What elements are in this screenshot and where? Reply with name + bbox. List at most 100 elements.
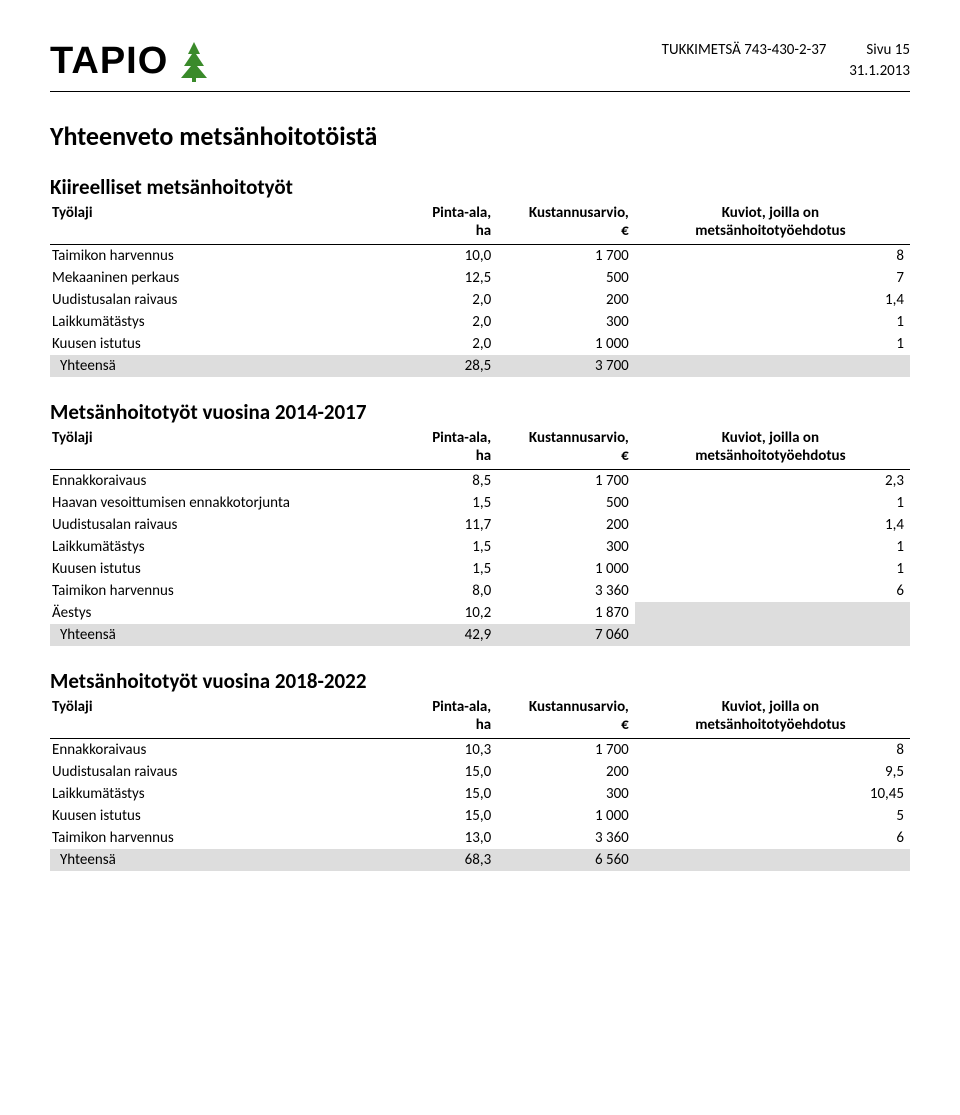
total-label: Yhteensä <box>50 624 394 646</box>
cell-label: Haavan vesoittumisen ennakkotorjunta <box>50 492 394 514</box>
cell-area: 12,5 <box>394 267 497 289</box>
table-row: Uudistusalan raivaus11,72001,4 <box>50 514 910 536</box>
cell-kuviot: 6 <box>635 580 910 602</box>
page: TAPIO TUKKIMETSÄ 743-430-2-37 Sivu 15 31… <box>0 0 960 911</box>
col-tyolaji: Työlaji <box>50 696 394 739</box>
total-cost: 3 700 <box>497 355 635 377</box>
total-kuviot <box>635 849 910 871</box>
cell-kuviot: 5 <box>635 805 910 827</box>
header-rule <box>50 91 910 92</box>
cell-kuviot: 1 <box>635 536 910 558</box>
cell-cost: 500 <box>497 492 635 514</box>
col-pinta: Pinta-ala,ha <box>394 202 497 245</box>
cell-label: Mekaaninen perkaus <box>50 267 394 289</box>
cell-cost: 1 700 <box>497 739 635 762</box>
cell-kuviot: 1 <box>635 492 910 514</box>
cell-cost: 200 <box>497 514 635 536</box>
cell-cost: 1 000 <box>497 805 635 827</box>
header-meta: TUKKIMETSÄ 743-430-2-37 Sivu 15 31.1.201… <box>662 40 910 82</box>
sections-container: Kiireelliset metsänhoitotyötTyölajiPinta… <box>50 174 910 871</box>
cell-label: Taimikon harvennus <box>50 827 394 849</box>
total-kuviot <box>635 624 910 646</box>
cell-kuviot: 1 <box>635 333 910 355</box>
doc-reference: TUKKIMETSÄ 743-430-2-37 <box>662 40 827 61</box>
page-header: TAPIO TUKKIMETSÄ 743-430-2-37 Sivu 15 31… <box>50 40 910 83</box>
col-kustannus: Kustannusarvio,€ <box>497 202 635 245</box>
cell-cost: 500 <box>497 267 635 289</box>
cell-kuviot: 1,4 <box>635 514 910 536</box>
cell-cost: 1 700 <box>497 245 635 268</box>
page-number: Sivu 15 <box>866 40 910 61</box>
cell-label: Laikkumätästys <box>50 311 394 333</box>
cell-area: 1,5 <box>394 492 497 514</box>
cell-kuviot: 8 <box>635 739 910 762</box>
cell-area: 10,0 <box>394 245 497 268</box>
cell-cost: 300 <box>497 783 635 805</box>
cell-area: 11,7 <box>394 514 497 536</box>
table-row: Kuusen istutus15,01 0005 <box>50 805 910 827</box>
total-label: Yhteensä <box>50 849 394 871</box>
cell-cost: 300 <box>497 536 635 558</box>
cell-area: 2,0 <box>394 289 497 311</box>
cell-label: Uudistusalan raivaus <box>50 514 394 536</box>
section-heading: Metsänhoitotyöt vuosina 2018-2022 <box>50 668 910 694</box>
col-tyolaji: Työlaji <box>50 427 394 470</box>
cell-area: 8,5 <box>394 470 497 493</box>
cell-cost: 1 700 <box>497 470 635 493</box>
data-table: TyölajiPinta-ala,haKustannusarvio,€Kuvio… <box>50 202 910 377</box>
cell-kuviot: 1,4 <box>635 289 910 311</box>
total-row: Yhteensä68,36 560 <box>50 849 910 871</box>
cell-kuviot <box>635 602 910 624</box>
cell-kuviot: 1 <box>635 311 910 333</box>
total-cost: 6 560 <box>497 849 635 871</box>
section-heading: Metsänhoitotyöt vuosina 2014-2017 <box>50 399 910 425</box>
col-tyolaji: Työlaji <box>50 202 394 245</box>
cell-cost: 3 360 <box>497 827 635 849</box>
cell-kuviot: 8 <box>635 245 910 268</box>
col-kuviot: Kuviot, joilla onmetsänhoitotyöehdotus <box>635 427 910 470</box>
table-row: Uudistusalan raivaus2,02001,4 <box>50 289 910 311</box>
cell-kuviot: 9,5 <box>635 761 910 783</box>
col-pinta: Pinta-ala,ha <box>394 696 497 739</box>
cell-label: Taimikon harvennus <box>50 245 394 268</box>
total-area: 68,3 <box>394 849 497 871</box>
cell-label: Uudistusalan raivaus <box>50 761 394 783</box>
total-row: Yhteensä42,97 060 <box>50 624 910 646</box>
table-row: Laikkumätästys1,53001 <box>50 536 910 558</box>
col-kustannus: Kustannusarvio,€ <box>497 427 635 470</box>
logo: TAPIO <box>50 40 210 83</box>
cell-cost: 200 <box>497 761 635 783</box>
cell-label: Kuusen istutus <box>50 558 394 580</box>
table-row: Kuusen istutus1,51 0001 <box>50 558 910 580</box>
cell-label: Ennakkoraivaus <box>50 470 394 493</box>
total-label: Yhteensä <box>50 355 394 377</box>
cell-label: Äestys <box>50 602 394 624</box>
table-row: Taimikon harvennus13,03 3606 <box>50 827 910 849</box>
total-area: 42,9 <box>394 624 497 646</box>
doc-date: 31.1.2013 <box>662 61 910 82</box>
cell-cost: 1 000 <box>497 333 635 355</box>
col-kuviot: Kuviot, joilla onmetsänhoitotyöehdotus <box>635 202 910 245</box>
cell-area: 13,0 <box>394 827 497 849</box>
cell-area: 8,0 <box>394 580 497 602</box>
cell-cost: 3 360 <box>497 580 635 602</box>
cell-area: 1,5 <box>394 558 497 580</box>
cell-area: 15,0 <box>394 761 497 783</box>
cell-area: 1,5 <box>394 536 497 558</box>
cell-area: 10,3 <box>394 739 497 762</box>
table-row: Haavan vesoittumisen ennakkotorjunta1,55… <box>50 492 910 514</box>
data-table: TyölajiPinta-ala,haKustannusarvio,€Kuvio… <box>50 427 910 646</box>
cell-area: 10,2 <box>394 602 497 624</box>
table-row: Taimikon harvennus8,03 3606 <box>50 580 910 602</box>
cell-label: Kuusen istutus <box>50 805 394 827</box>
cell-label: Kuusen istutus <box>50 333 394 355</box>
cell-label: Ennakkoraivaus <box>50 739 394 762</box>
cell-label: Laikkumätästys <box>50 536 394 558</box>
table-row: Mekaaninen perkaus12,55007 <box>50 267 910 289</box>
cell-area: 2,0 <box>394 333 497 355</box>
data-table: TyölajiPinta-ala,haKustannusarvio,€Kuvio… <box>50 696 910 871</box>
cell-kuviot: 2,3 <box>635 470 910 493</box>
cell-kuviot: 1 <box>635 558 910 580</box>
cell-area: 15,0 <box>394 783 497 805</box>
total-cost: 7 060 <box>497 624 635 646</box>
